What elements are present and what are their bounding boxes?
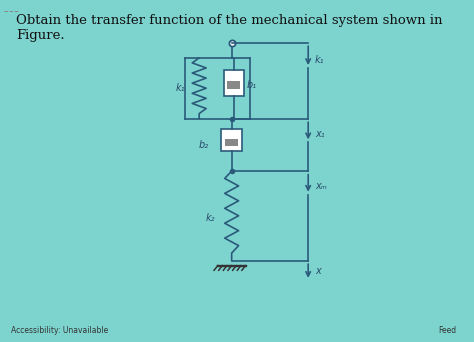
FancyBboxPatch shape xyxy=(221,129,242,151)
Text: Feed: Feed xyxy=(438,326,456,335)
Text: x: x xyxy=(315,266,321,276)
FancyBboxPatch shape xyxy=(224,70,244,95)
Text: xₘ: xₘ xyxy=(315,181,327,191)
Text: k₁: k₁ xyxy=(315,54,325,65)
FancyBboxPatch shape xyxy=(228,81,240,89)
Text: b₁: b₁ xyxy=(247,80,257,90)
Text: k₁: k₁ xyxy=(176,83,185,93)
Text: b₂: b₂ xyxy=(198,140,209,150)
Text: Obtain the transfer function of the mechanical system shown in Figure.: Obtain the transfer function of the mech… xyxy=(16,14,443,42)
FancyBboxPatch shape xyxy=(225,139,238,146)
Text: Accessibility: Unavailable: Accessibility: Unavailable xyxy=(11,326,109,335)
Text: k₂: k₂ xyxy=(206,213,215,223)
Text: x₁: x₁ xyxy=(315,129,325,139)
